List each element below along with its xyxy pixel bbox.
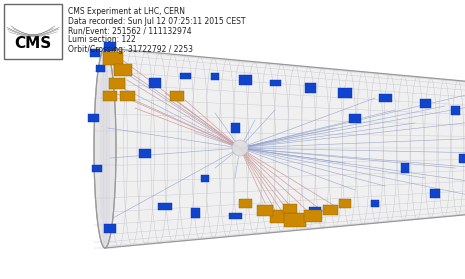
Bar [430, 189, 440, 198]
Bar [239, 198, 252, 208]
Bar [349, 114, 361, 122]
Bar [228, 213, 241, 219]
Bar [103, 91, 117, 101]
Bar [4, 4, 62, 59]
Bar [419, 98, 431, 107]
Bar [104, 223, 116, 232]
Bar [158, 203, 172, 210]
Bar [451, 105, 459, 114]
Polygon shape [105, 48, 465, 248]
Bar [339, 198, 351, 208]
Text: Data recorded: Sun Jul 12 07:25:11 2015 CEST: Data recorded: Sun Jul 12 07:25:11 2015 … [68, 16, 246, 25]
Text: Lumi section: 122: Lumi section: 122 [68, 35, 136, 44]
Bar [95, 64, 105, 71]
Bar [179, 73, 191, 79]
Ellipse shape [232, 140, 248, 156]
Bar [458, 153, 465, 162]
Bar [304, 210, 322, 222]
Bar [120, 91, 134, 101]
Bar [239, 75, 252, 85]
Bar [149, 78, 161, 88]
Bar [114, 64, 132, 76]
Text: Orbit/Crossing: 31722792 / 2253: Orbit/Crossing: 31722792 / 2253 [68, 45, 193, 54]
Ellipse shape [94, 48, 116, 248]
Bar [92, 165, 102, 172]
Text: CMS: CMS [14, 36, 52, 51]
Bar [170, 91, 184, 101]
Bar [211, 73, 219, 80]
Bar [270, 210, 290, 222]
Bar [379, 94, 392, 102]
Bar [401, 163, 409, 173]
Bar [283, 203, 297, 213]
Bar [338, 88, 352, 98]
Text: CMS Experiment at LHC, CERN: CMS Experiment at LHC, CERN [68, 7, 185, 16]
Bar [323, 205, 338, 215]
Bar [109, 78, 125, 88]
Bar [371, 199, 379, 206]
Text: Run/Event: 251562 / 111132974: Run/Event: 251562 / 111132974 [68, 26, 192, 35]
Bar [305, 83, 315, 93]
Bar [284, 213, 306, 227]
Bar [87, 114, 99, 122]
Bar [201, 174, 209, 182]
Bar [104, 42, 116, 50]
Bar [309, 206, 321, 213]
Bar [270, 80, 280, 86]
Bar [257, 205, 273, 215]
Bar [191, 208, 199, 218]
Bar [103, 52, 123, 64]
Bar [231, 123, 239, 133]
Bar [139, 148, 151, 158]
Bar [90, 49, 100, 57]
